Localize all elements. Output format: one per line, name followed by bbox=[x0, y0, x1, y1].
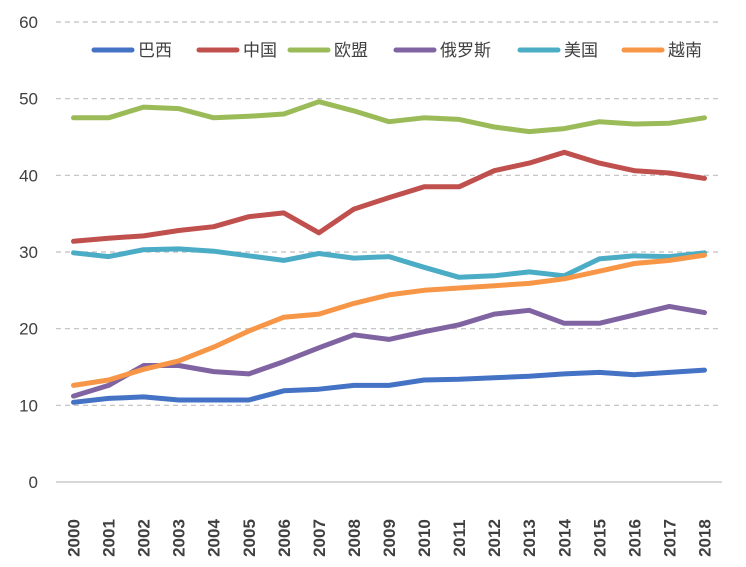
x-tick-label: 2005 bbox=[240, 519, 259, 557]
legend-label: 中国 bbox=[243, 41, 277, 61]
legend-label: 越南 bbox=[668, 41, 702, 61]
series-line-1 bbox=[71, 149, 707, 244]
series-line-0 bbox=[71, 367, 707, 405]
x-tick-label: 2008 bbox=[345, 519, 364, 557]
series-line-2 bbox=[71, 99, 707, 135]
x-tick-label: 2016 bbox=[625, 519, 644, 557]
x-tick-label: 2015 bbox=[590, 519, 609, 557]
x-tick-label: 2000 bbox=[65, 519, 84, 557]
x-tick-label: 2013 bbox=[520, 519, 539, 557]
series-line-5 bbox=[71, 252, 707, 388]
y-tick-label: 0 bbox=[29, 473, 38, 492]
y-axis-tick-labels: 0 10 20 30 40 50 60 bbox=[19, 13, 38, 492]
x-tick-label: 2009 bbox=[380, 519, 399, 557]
x-tick-label: 2001 bbox=[100, 519, 119, 557]
x-tick-label: 2004 bbox=[205, 519, 224, 557]
x-tick-label: 2012 bbox=[485, 519, 504, 557]
x-tick-label: 2007 bbox=[310, 519, 329, 557]
x-tick-label: 2002 bbox=[135, 519, 154, 557]
x-axis-tick-labels: 2000 2001 2002 2003 2004 2005 2006 2007 2008 2009… bbox=[65, 519, 715, 557]
legend-label: 美国 bbox=[564, 41, 598, 61]
series-line-3 bbox=[71, 303, 707, 399]
x-tick-label: 2018 bbox=[695, 519, 714, 557]
x-tick-label: 2011 bbox=[450, 520, 469, 557]
y-tick-label: 40 bbox=[19, 166, 38, 185]
legend-label: 俄罗斯 bbox=[440, 41, 491, 61]
y-tick-label: 10 bbox=[19, 396, 38, 415]
gridlines bbox=[56, 21, 722, 406]
series-lines bbox=[71, 99, 707, 405]
legend-label: 欧盟 bbox=[334, 41, 368, 61]
y-tick-label: 50 bbox=[19, 90, 38, 109]
x-tick-label: 2003 bbox=[170, 519, 189, 557]
series-line-4 bbox=[71, 246, 707, 280]
y-tick-label: 30 bbox=[19, 243, 38, 262]
x-tick-label: 2014 bbox=[555, 519, 574, 557]
legend-label: 巴西 bbox=[138, 41, 172, 61]
y-tick-label: 60 bbox=[19, 13, 38, 32]
x-tick-label: 2017 bbox=[660, 519, 679, 557]
y-tick-label: 20 bbox=[19, 320, 38, 339]
legend: 巴西 中国 欧盟 俄罗斯 美国 越南 bbox=[91, 41, 702, 61]
x-tick-label: 2006 bbox=[275, 519, 294, 557]
x-tick-label: 2010 bbox=[415, 519, 434, 557]
